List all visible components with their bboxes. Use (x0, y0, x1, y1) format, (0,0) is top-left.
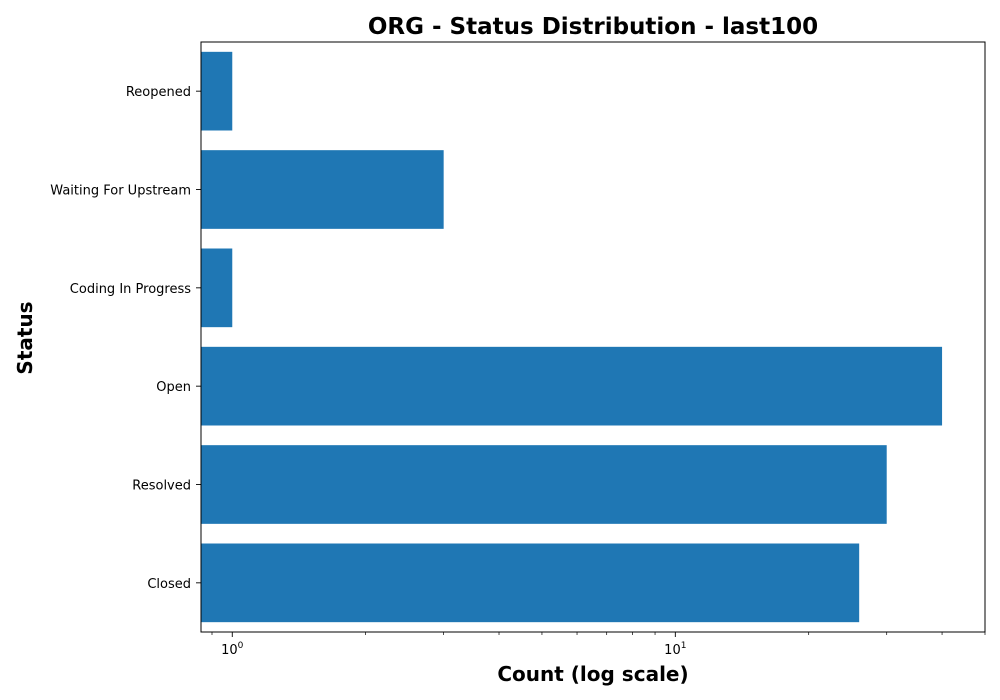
y-tick-label: Coding In Progress (70, 282, 191, 297)
y-tick-label: Waiting For Upstream (50, 184, 191, 199)
x-tick-label: 101 (664, 641, 686, 658)
y-tick-label: Resolved (132, 479, 191, 494)
y-tick-label: Reopened (126, 85, 191, 100)
bar-waiting-for-upstream (201, 150, 444, 229)
chart-title: ORG - Status Distribution - last100 (368, 14, 818, 40)
bar-coding-in-progress (201, 248, 233, 328)
y-axis-label: Status (13, 301, 37, 374)
plot-area: Closed Resolved Open Coding In Progress Wait… (50, 41, 986, 658)
bar-resolved (201, 445, 887, 524)
x-tick-label: 100 (221, 641, 244, 658)
y-tick-label: Open (156, 380, 191, 395)
bar-closed (201, 543, 860, 623)
y-tick-label: Closed (147, 577, 191, 592)
plot-frame (200, 41, 986, 633)
bar-open (201, 346, 943, 426)
bar-reopened (201, 51, 233, 131)
x-axis-label: Count (log scale) (497, 662, 688, 686)
